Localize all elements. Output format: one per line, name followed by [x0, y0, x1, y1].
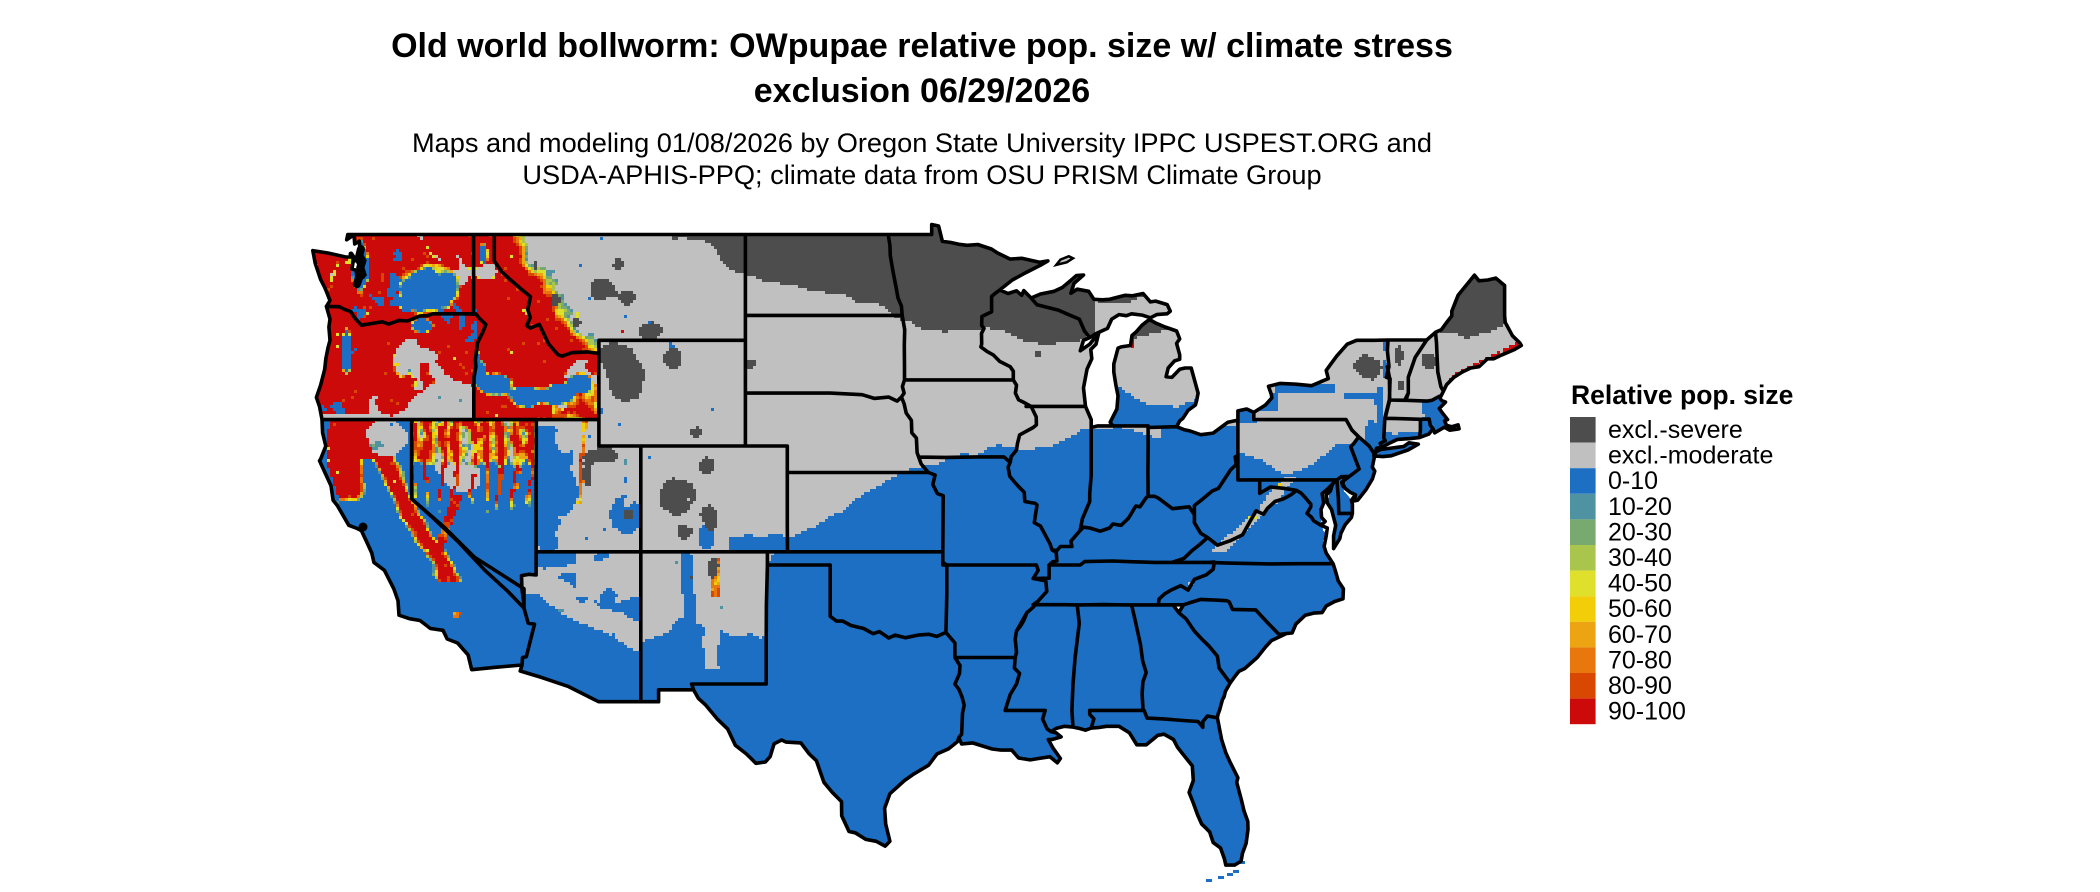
svg-text:0-10: 0-10 [1608, 467, 1658, 495]
svg-text:50-60: 50-60 [1608, 595, 1672, 623]
svg-text:30-40: 30-40 [1608, 544, 1672, 572]
svg-text:excl.-moderate: excl.-moderate [1608, 442, 1773, 470]
svg-text:Old world bollworm: OWpupae re: Old world bollworm: OWpupae relative pop… [391, 27, 1453, 65]
svg-text:20-30: 20-30 [1608, 518, 1672, 546]
svg-text:USDA-APHIS-PPQ; climate data f: USDA-APHIS-PPQ; climate data from OSU PR… [522, 159, 1321, 190]
svg-text:Relative pop. size: Relative pop. size [1571, 380, 1793, 410]
svg-text:exclusion 06/29/2026: exclusion 06/29/2026 [754, 72, 1090, 110]
svg-text:40-50: 40-50 [1608, 570, 1672, 598]
svg-text:excl.-severe: excl.-severe [1608, 416, 1743, 444]
svg-text:10-20: 10-20 [1608, 493, 1672, 521]
svg-text:90-100: 90-100 [1608, 698, 1686, 726]
svg-text:60-70: 60-70 [1608, 621, 1672, 649]
svg-text:80-90: 80-90 [1608, 672, 1672, 700]
svg-text:70-80: 70-80 [1608, 646, 1672, 674]
svg-text:Maps and modeling 01/08/2026 b: Maps and modeling 01/08/2026 by Oregon S… [412, 127, 1432, 158]
